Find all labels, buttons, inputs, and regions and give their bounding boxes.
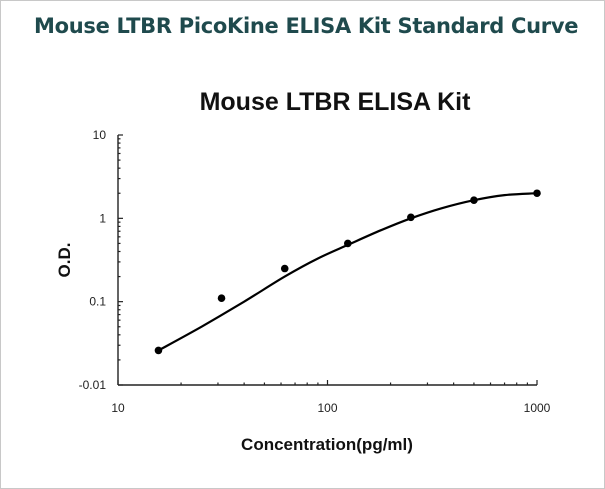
x-tick-label: 10 [111, 401, 125, 415]
x-axis-title: Concentration(pg/ml) [241, 435, 413, 454]
y-tick-label: -0.01 [79, 378, 107, 392]
data-points [154, 189, 541, 355]
y-tick-label: 1 [99, 211, 106, 225]
page-title: Mouse LTBR PicoKine ELISA Kit Standard C… [34, 14, 579, 38]
chart-title: Mouse LTBR ELISA Kit [200, 88, 472, 116]
tick-label-group: -0.01 0.1 1 10 10 100 1000 [79, 128, 551, 415]
x-tick-label: 1000 [524, 401, 551, 415]
data-point [470, 196, 478, 205]
fitted-curve-line [157, 192, 538, 352]
data-point [407, 213, 415, 222]
y-axis-title: O.D. [55, 243, 74, 278]
data-point [154, 346, 163, 355]
chart-axes [117, 135, 537, 386]
y-tick-label: 0.1 [89, 295, 106, 309]
y-tick-label: 10 [93, 128, 107, 142]
tick-group [117, 134, 538, 386]
data-point [344, 239, 352, 248]
data-point [533, 189, 541, 198]
x-tick-label: 100 [317, 401, 337, 415]
data-point [217, 294, 226, 303]
data-point [280, 264, 289, 273]
